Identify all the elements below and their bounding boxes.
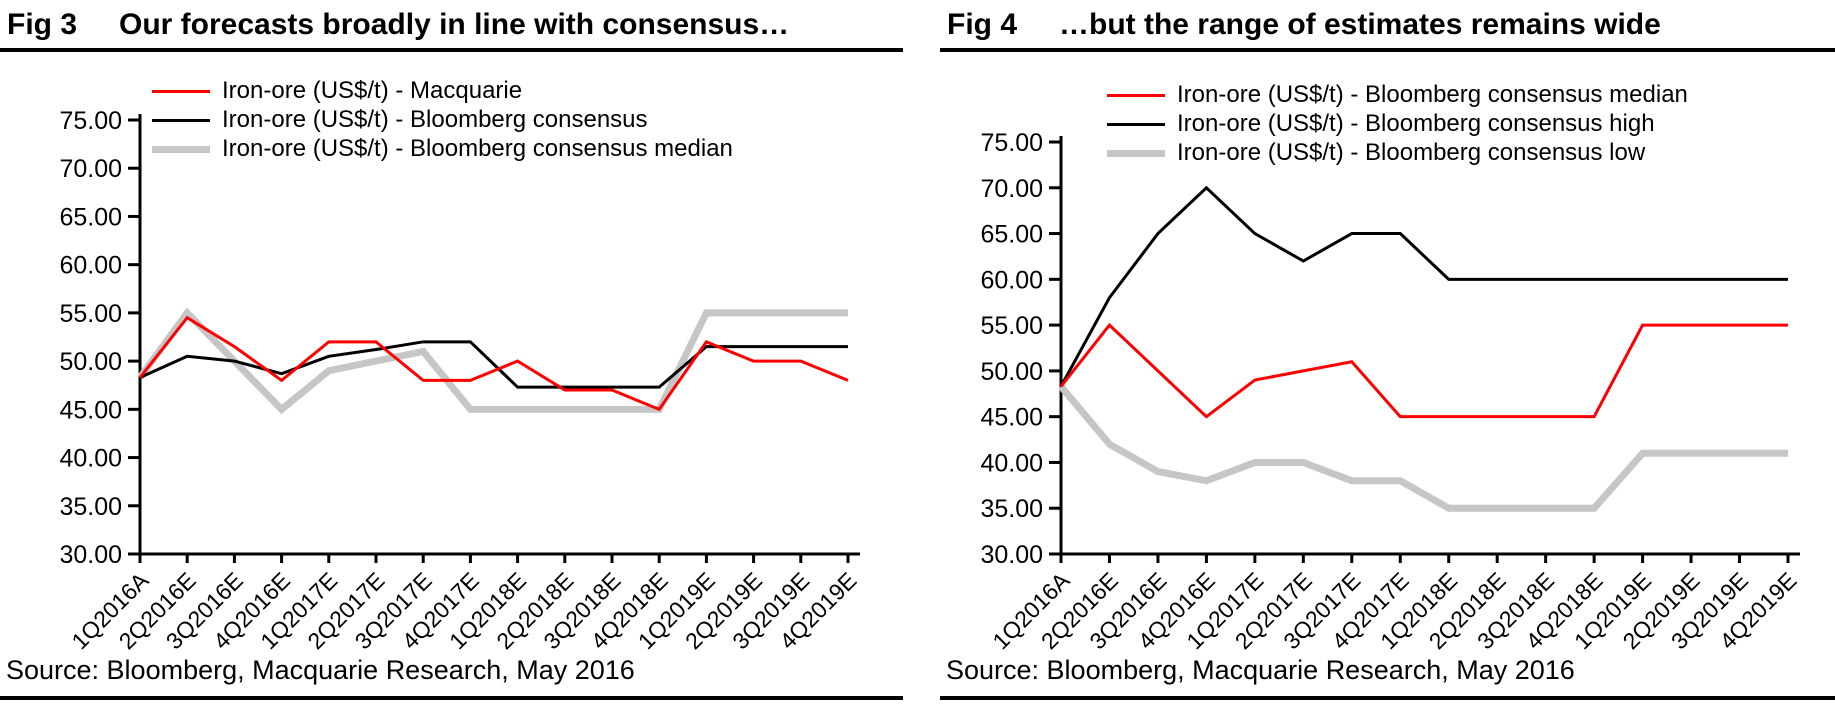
report-figures: Fig 3 Our forecasts broadly in line with… [0, 0, 1835, 700]
y-axis-tick-label: 30.00 [980, 541, 1043, 569]
y-axis-tick-label: 60.00 [980, 266, 1043, 294]
y-axis-tick-label: 40.00 [59, 445, 122, 473]
series-line [1059, 185, 1788, 388]
fig3-label: Fig 3 [7, 8, 78, 41]
fig4-legend: Iron-ore (US$/t) - Bloomberg consensus m… [1107, 81, 1688, 166]
legend-label: Iron-ore (US$/t) - Bloomberg consensus l… [1177, 139, 1646, 166]
y-axis-tick-label: 55.00 [980, 312, 1043, 340]
legend-label: Iron-ore (US$/t) - Bloomberg consensus m… [222, 135, 733, 162]
y-axis-tick-label: 50.00 [980, 358, 1043, 386]
series-line [139, 340, 848, 389]
y-axis-tick-label: 75.00 [980, 129, 1043, 157]
legend-swatch [1107, 93, 1165, 97]
y-axis-tick-label: 65.00 [980, 221, 1043, 249]
legend-swatch [152, 89, 210, 93]
y-axis-tick-label: 35.00 [59, 493, 122, 521]
legend-label: Iron-ore (US$/t) - Bloomberg consensus m… [1177, 81, 1688, 108]
legend-label: Iron-ore (US$/t) - Bloomberg consensus h… [1177, 110, 1655, 137]
fig3-source-text: Source: Bloomberg, Macquarie Research, M… [6, 655, 635, 685]
legend-swatch [152, 118, 210, 122]
legend-item: Iron-ore (US$/t) - Bloomberg consensus m… [152, 135, 733, 162]
y-axis-tick-label: 40.00 [980, 449, 1043, 477]
series-line [138, 315, 849, 412]
y-axis-tick-label: 45.00 [59, 396, 122, 424]
y-axis-tick-label: 55.00 [59, 300, 122, 328]
legend-swatch [1107, 122, 1165, 126]
legend-swatch [1107, 149, 1165, 157]
legend-label: Iron-ore (US$/t) - Macquarie [222, 77, 523, 104]
legend-item: Iron-ore (US$/t) - Bloomberg consensus m… [1107, 81, 1688, 108]
y-axis-tick-label: 75.00 [59, 107, 122, 135]
figure-panel-fig3: Fig 3 Our forecasts broadly in line with… [0, 0, 903, 700]
fig4-header: Fig 4 …but the range of estimates remain… [940, 0, 1835, 52]
fig4-chart-area: 75.00 70.00 65.00 60.00 55.00 50.00 45.00 40.00… [940, 52, 1835, 652]
fig3-title: Our forecasts broadly in line with conse… [119, 8, 790, 41]
legend-item: Iron-ore (US$/t) - Bloomberg consensus [152, 106, 733, 133]
fig4-source-text: Source: Bloomberg, Macquarie Research, M… [946, 655, 1575, 685]
series-line [1059, 322, 1788, 419]
legend-label: Iron-ore (US$/t) - Bloomberg consensus [222, 106, 648, 133]
fig3-bottom-rule [0, 696, 903, 700]
y-axis-tick-label: 45.00 [980, 404, 1043, 432]
fig4-line-chart: 75.00 70.00 65.00 60.00 55.00 50.00 45.00 40.00… [980, 129, 1801, 652]
legend-item: Iron-ore (US$/t) - Bloomberg consensus h… [1107, 110, 1688, 137]
legend-swatch [152, 145, 210, 153]
y-axis-tick-label: 70.00 [59, 155, 122, 183]
y-axis-tick-label: 35.00 [980, 495, 1043, 523]
legend-item: Iron-ore (US$/t) - Macquarie [152, 77, 733, 104]
fig3-chart-area: 75.00 70.00 65.00 60.00 55.00 50.00 45.00 40.00… [0, 52, 903, 652]
legend-item: Iron-ore (US$/t) - Bloomberg consensus l… [1107, 139, 1688, 166]
figure-panel-fig4: Fig 4 …but the range of estimates remain… [940, 0, 1835, 700]
series-line [137, 307, 848, 415]
y-axis-tick-label: 65.00 [59, 203, 122, 231]
fig3-line-chart: 75.00 70.00 65.00 60.00 55.00 50.00 45.00 40.00… [59, 107, 861, 652]
y-axis-tick-label: 50.00 [59, 348, 122, 376]
y-axis-tick-label: 30.00 [59, 541, 122, 569]
fig4-bottom-rule [940, 696, 1835, 700]
fig4-label: Fig 4 [947, 8, 1018, 41]
y-axis-tick-label: 70.00 [980, 175, 1043, 203]
fig4-title: …but the range of estimates remains wide [1059, 8, 1661, 41]
fig3-legend: Iron-ore (US$/t) - Macquarie Iron-ore (US… [152, 77, 733, 162]
y-axis-tick-label: 60.00 [59, 252, 122, 280]
fig3-header: Fig 3 Our forecasts broadly in line with… [0, 0, 903, 52]
series-line [1058, 384, 1788, 512]
